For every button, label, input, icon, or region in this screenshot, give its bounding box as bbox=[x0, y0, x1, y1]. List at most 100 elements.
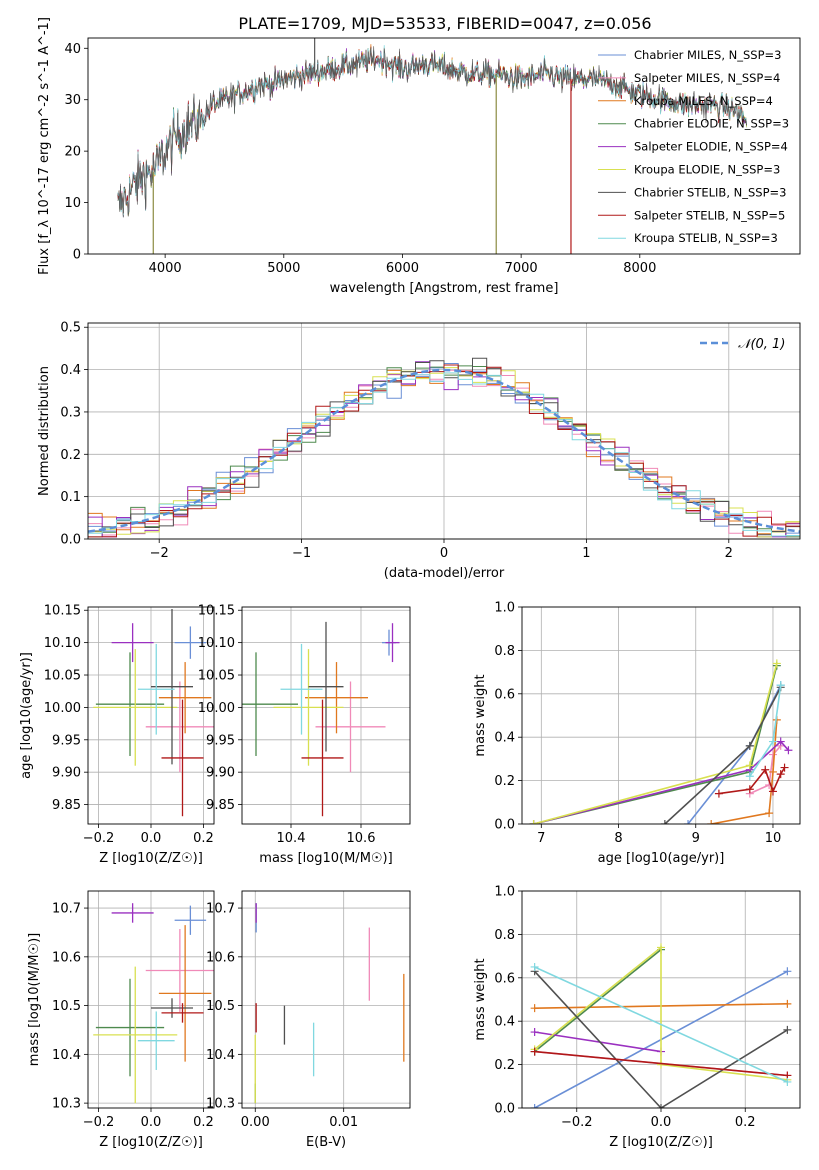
series-marker bbox=[783, 967, 792, 976]
y-tick-label: 10.10 bbox=[198, 636, 235, 651]
series-marker bbox=[529, 820, 538, 824]
series-line bbox=[533, 740, 789, 824]
y-tick-label: 1.0 bbox=[494, 885, 515, 900]
axes-age-weight: 7 8 9 10 0.0 0.2 0.4 0.6 0.8 1.0 age [log10(age/yr… bbox=[473, 601, 801, 866]
data-layer bbox=[530, 943, 792, 1108]
series-line bbox=[534, 945, 788, 1081]
plot-background bbox=[242, 891, 410, 1108]
y-tick-label: 0.6 bbox=[494, 971, 515, 986]
histogram-steps bbox=[88, 364, 800, 538]
y-tick-label: 9.90 bbox=[52, 766, 81, 781]
x-tick-label: 0.0 bbox=[141, 1115, 162, 1130]
y-tick-label: 10.05 bbox=[44, 669, 81, 684]
data-layer bbox=[93, 903, 214, 1104]
y-tick-label: 0.8 bbox=[494, 928, 515, 943]
spectrum-line bbox=[117, 46, 747, 215]
y-tick-label: 10.05 bbox=[198, 669, 235, 684]
y-tick-label: 0.2 bbox=[494, 1058, 515, 1073]
y-tick-label: 9.95 bbox=[52, 733, 81, 748]
x-tick-label: 4000 bbox=[149, 261, 182, 276]
series-marker bbox=[657, 1104, 665, 1108]
x-axis-label: Z [log10(Z/Z☉)] bbox=[609, 1135, 713, 1150]
x-tick-label: 8000 bbox=[623, 261, 656, 276]
gridlines bbox=[242, 891, 410, 1108]
x-tick-label: 2 bbox=[725, 546, 733, 561]
series-marker bbox=[783, 999, 792, 1008]
series-marker bbox=[530, 1047, 539, 1056]
x-tick-label: 0.2 bbox=[735, 1115, 756, 1130]
y-tick-label: 10.00 bbox=[198, 701, 235, 716]
ticks: 10.4 10.6 9.85 9.90 9.95 10.00 10.05 10.10 10.15 bbox=[198, 604, 376, 846]
legend: Chabrier MILES, N_SSP=3 Salpeter MILES, N… bbox=[598, 48, 789, 245]
data-layer bbox=[529, 659, 793, 824]
y-axis-label: mass weight bbox=[473, 674, 488, 756]
legend-entry: 𝒩(0, 1) bbox=[738, 337, 785, 352]
x-tick-label: 0.0 bbox=[651, 1115, 672, 1130]
x-tick-label: 1 bbox=[582, 546, 590, 561]
data-layer bbox=[242, 621, 400, 817]
y-tick-label: 9.85 bbox=[206, 798, 235, 813]
y-tick-label: 0.4 bbox=[494, 1015, 515, 1030]
x-axis-label: mass [log10(M/M☉)] bbox=[259, 851, 392, 866]
y-tick-label: 10.6 bbox=[52, 950, 81, 965]
ticks: −0.2 0.0 0.2 10.3 10.4 10.5 10.6 10.7 bbox=[52, 902, 214, 1130]
x-tick-label: 7000 bbox=[505, 261, 538, 276]
series-line bbox=[749, 745, 782, 795]
series-marker bbox=[768, 767, 777, 776]
axes-frame bbox=[87, 37, 801, 255]
histogram-steps bbox=[88, 372, 800, 537]
ticks: 7 8 9 10 0.0 0.2 0.4 0.6 0.8 1.0 bbox=[494, 601, 781, 847]
legend-entry: Chabrier MILES, N_SSP=3 bbox=[634, 48, 781, 62]
axes-Z-mass: −0.2 0.0 0.2 10.3 10.4 10.5 10.6 10.7 Z [log10(Z… bbox=[27, 890, 215, 1150]
data-layer bbox=[117, 38, 747, 254]
plot-background bbox=[522, 607, 800, 824]
x-tick-label: 7 bbox=[537, 831, 545, 846]
y-tick-label: 0.6 bbox=[494, 687, 515, 702]
data-layer bbox=[93, 608, 214, 817]
x-tick-label: 10 bbox=[765, 831, 782, 846]
figure-title: PLATE=1709, MJD=53533, FIBERID=0047, z=0… bbox=[238, 14, 651, 33]
y-tick-label: 0.0 bbox=[494, 818, 515, 833]
y-tick-label: 10.3 bbox=[206, 1097, 235, 1112]
axes-frame bbox=[87, 322, 801, 540]
y-tick-label: 0.5 bbox=[60, 321, 81, 336]
y-tick-label: 10.4 bbox=[206, 1048, 235, 1063]
x-axis-label: Z [log10(Z/Z☉)] bbox=[99, 1135, 203, 1150]
x-tick-label: −0.2 bbox=[83, 831, 115, 846]
y-tick-label: 1.0 bbox=[494, 601, 515, 616]
series-marker bbox=[530, 1104, 539, 1108]
series-marker bbox=[780, 763, 789, 772]
gridlines bbox=[88, 891, 214, 1108]
y-axis-label: mass [log10(M/M☉)] bbox=[27, 933, 42, 1066]
data-layer bbox=[254, 903, 405, 1104]
y-tick-label: 10.6 bbox=[206, 950, 235, 965]
y-tick-label: 0.0 bbox=[494, 1102, 515, 1117]
y-axis-label: Flux [f_λ 10^-17 erg cm^-2 s^-1 A^-1] bbox=[37, 17, 52, 275]
x-tick-label: 0.00 bbox=[241, 1115, 270, 1130]
y-tick-label: 20 bbox=[64, 145, 81, 160]
y-tick-label: 9.90 bbox=[206, 766, 235, 781]
series-marker bbox=[530, 1028, 539, 1037]
y-tick-label: 10.4 bbox=[52, 1048, 81, 1063]
series-marker bbox=[784, 746, 793, 755]
x-tick-label: 0.2 bbox=[193, 831, 214, 846]
series-marker bbox=[684, 820, 693, 824]
x-axis-label: E(B-V) bbox=[306, 1135, 346, 1150]
y-tick-label: 9.95 bbox=[206, 733, 235, 748]
legend-entry: Kroupa MILES, N_SSP=4 bbox=[634, 94, 773, 108]
legend-entry: Chabrier STELIB, N_SSP=3 bbox=[634, 185, 786, 199]
x-tick-label: 0.2 bbox=[193, 1115, 214, 1130]
series-marker bbox=[776, 681, 785, 690]
y-tick-label: 10 bbox=[64, 196, 81, 211]
observed-spectrum-line bbox=[117, 46, 747, 217]
ticks: −0.2 0.0 0.2 0.0 0.2 0.4 0.6 0.8 1.0 bbox=[494, 885, 755, 1131]
y-tick-label: 10.10 bbox=[44, 636, 81, 651]
series-marker bbox=[783, 1025, 792, 1034]
x-tick-label: 6000 bbox=[386, 261, 419, 276]
series-marker bbox=[707, 820, 716, 824]
series-line bbox=[534, 966, 788, 1083]
y-tick-label: 0.2 bbox=[494, 774, 515, 789]
legend-entry: Kroupa STELIB, N_SSP=3 bbox=[634, 231, 778, 245]
legend-entry: Chabrier ELODIE, N_SSP=3 bbox=[634, 117, 789, 131]
